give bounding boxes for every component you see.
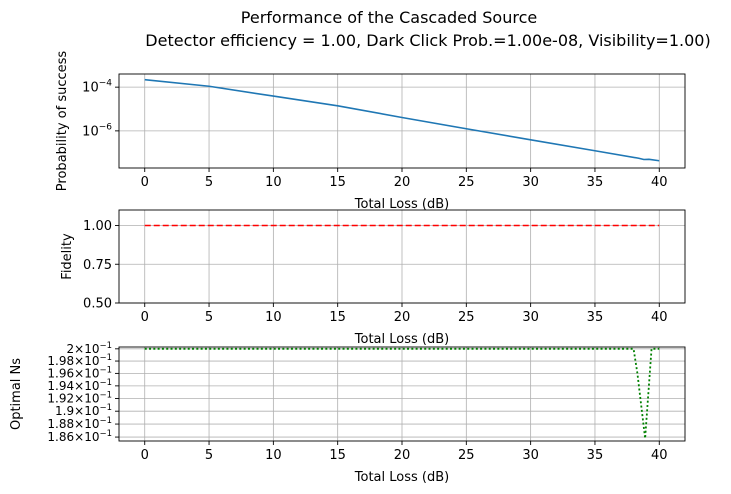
y-tick-label-exponent: −6: [99, 122, 113, 132]
y-tick-label-exponent: −1: [99, 416, 112, 426]
y-tick-label-mantissa: 1.9: [55, 404, 74, 418]
y-tick-label: 10−6: [82, 122, 112, 139]
x-axis-label: Total Loss (dB): [354, 332, 449, 347]
x-tick-label: 20: [394, 448, 411, 463]
x-tick-label: 35: [587, 310, 604, 325]
x-tick-label: 35: [587, 448, 604, 463]
y-tick-label-exponent: −4: [99, 79, 113, 89]
x-tick-label: 5: [205, 175, 213, 190]
y-tick-label: 1.00: [83, 219, 112, 234]
y-tick-label-times-ten: ×10: [74, 379, 99, 393]
x-tick-label: 20: [394, 175, 411, 190]
x-tick-label: 10: [265, 310, 282, 325]
y-tick-label: 0.75: [83, 258, 112, 273]
y-tick-label-base: 10: [82, 81, 99, 96]
y-tick-label-mantissa: 1.94: [47, 379, 74, 393]
x-axis-label: Total Loss (dB): [354, 470, 449, 485]
x-tick-label: 15: [329, 310, 346, 325]
x-tick-label: 0: [141, 175, 149, 190]
y-tick-label-mantissa: 2: [67, 342, 75, 356]
y-tick-label-times-ten: ×10: [74, 366, 99, 380]
x-tick-label: 25: [458, 175, 475, 190]
x-tick-label: 40: [651, 448, 668, 463]
y-tick-label-exponent: −1: [99, 390, 112, 400]
x-axis-label: Total Loss (dB): [354, 197, 449, 212]
y-tick-label-times-ten: ×10: [74, 404, 99, 418]
y-tick-label-times-ten: ×10: [74, 342, 99, 356]
y-tick-label-mantissa: 1.98: [47, 354, 74, 368]
y-tick-label-mantissa: 1.88: [47, 417, 74, 431]
x-tick-label: 30: [522, 175, 539, 190]
y-tick-label: 10−4: [82, 79, 112, 96]
y-tick-label: 1.98×10−1: [47, 353, 112, 368]
x-tick-label: 25: [458, 448, 475, 463]
x-tick-label: 25: [458, 310, 475, 325]
figure-title-line1: Performance of the Cascaded Source: [241, 8, 537, 27]
x-tick-label: 35: [587, 175, 604, 190]
y-tick-label: 1.86×10−1: [47, 429, 112, 444]
y-tick-label-exponent: −1: [99, 429, 112, 439]
y-axis-label: Probability of success: [55, 51, 70, 192]
x-tick-label: 30: [522, 310, 539, 325]
x-tick-label: 40: [651, 310, 668, 325]
y-tick-label: 1.88×10−1: [47, 416, 112, 431]
x-tick-label: 0: [141, 310, 149, 325]
x-tick-label: 40: [651, 175, 668, 190]
y-tick-label-times-ten: ×10: [74, 417, 99, 431]
x-tick-label: 0: [141, 448, 149, 463]
figure-title-line2: Detector efficiency = 1.00, Dark Click P…: [145, 31, 710, 50]
series-line-optimal-ns: [144, 347, 660, 440]
y-tick-label-exponent: −1: [99, 403, 112, 413]
y-tick-label-base: 10: [82, 124, 99, 139]
y-tick-label-times-ten: ×10: [74, 354, 99, 368]
y-tick-label-mantissa: 1.86: [47, 430, 74, 444]
y-tick-label: 1.92×10−1: [47, 390, 112, 405]
fidelity-plot: 0 5 10 15 20 25 30 35 40 Total Loss (dB) 0.50 0.75 1…: [60, 209, 686, 347]
y-tick-label-times-ten: ×10: [74, 430, 99, 444]
y-axis-label: Optimal Ns: [9, 358, 24, 430]
x-tick-label: 15: [329, 448, 346, 463]
y-axis-label: Fidelity: [60, 233, 75, 280]
y-tick-label-mantissa: 1.92: [47, 391, 74, 405]
y-tick-label: 2×10−1: [67, 341, 113, 356]
y-tick-label-exponent: −1: [99, 365, 112, 375]
y-tick-label-mantissa: 1.96: [47, 366, 74, 380]
series-line-probability-of-success: [144, 78, 660, 162]
x-tick-label: 10: [265, 175, 282, 190]
y-tick-label-exponent: −1: [99, 378, 112, 388]
x-tick-label: 5: [205, 310, 213, 325]
y-tick-label-exponent: −1: [99, 353, 112, 363]
x-tick-label: 30: [522, 448, 539, 463]
y-tick-label: 0.50: [83, 297, 112, 312]
y-tick-label-times-ten: ×10: [74, 391, 99, 405]
x-tick-label: 5: [205, 448, 213, 463]
y-tick-label: 1.9×10−1: [55, 403, 112, 418]
y-tick-label-exponent: −1: [99, 341, 112, 351]
y-tick-label: 1.94×10−1: [47, 378, 112, 393]
x-tick-label: 15: [329, 175, 346, 190]
x-tick-label: 10: [265, 448, 282, 463]
x-tick-label: 20: [394, 310, 411, 325]
y-tick-label: 1.96×10−1: [47, 365, 112, 380]
